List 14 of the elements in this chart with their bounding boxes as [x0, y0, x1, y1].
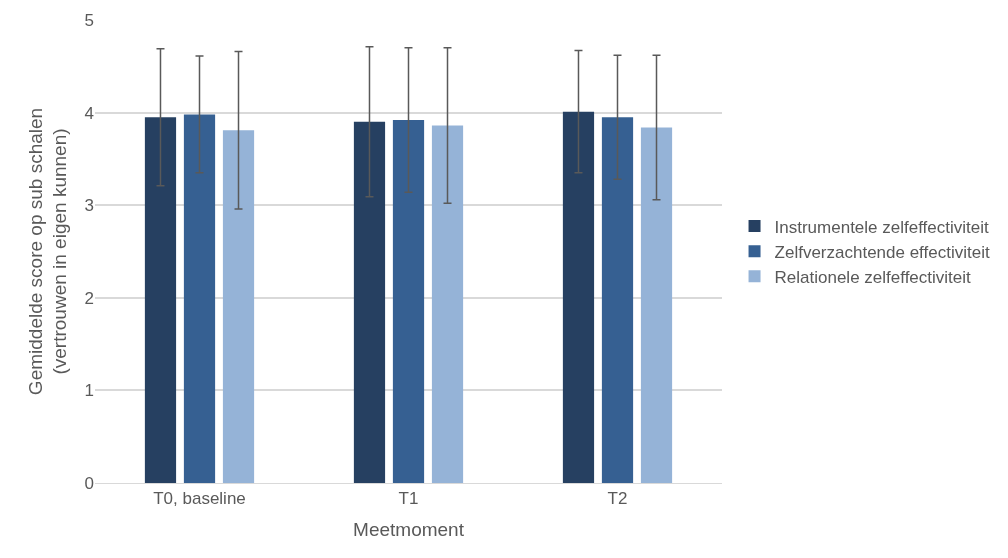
- y-tick-label: 4: [84, 103, 94, 123]
- x-tick-label: T2: [607, 489, 628, 509]
- y-axis-title: Gemiddelde score op sub schalen (vertrouwen in eigen kunnen): [24, 107, 71, 396]
- legend-label: Instrumentele zelfeffectiviteit: [774, 217, 989, 237]
- y-tick-label: 1: [84, 381, 94, 401]
- y-tick-label: 2: [84, 288, 94, 308]
- x-tick-label: T0, baseline: [153, 489, 246, 509]
- x-axis-title: Meetmoment: [353, 519, 465, 541]
- y-tick-label: 5: [84, 10, 94, 30]
- x-tick-label: T1: [398, 489, 419, 509]
- legend-label: Relationele zelfeffectiviteit: [774, 267, 972, 287]
- y-tick-label: 3: [84, 196, 94, 216]
- y-tick-label: 0: [84, 473, 94, 493]
- legend-label: Zelfverzachtende effectiviteit: [774, 242, 990, 262]
